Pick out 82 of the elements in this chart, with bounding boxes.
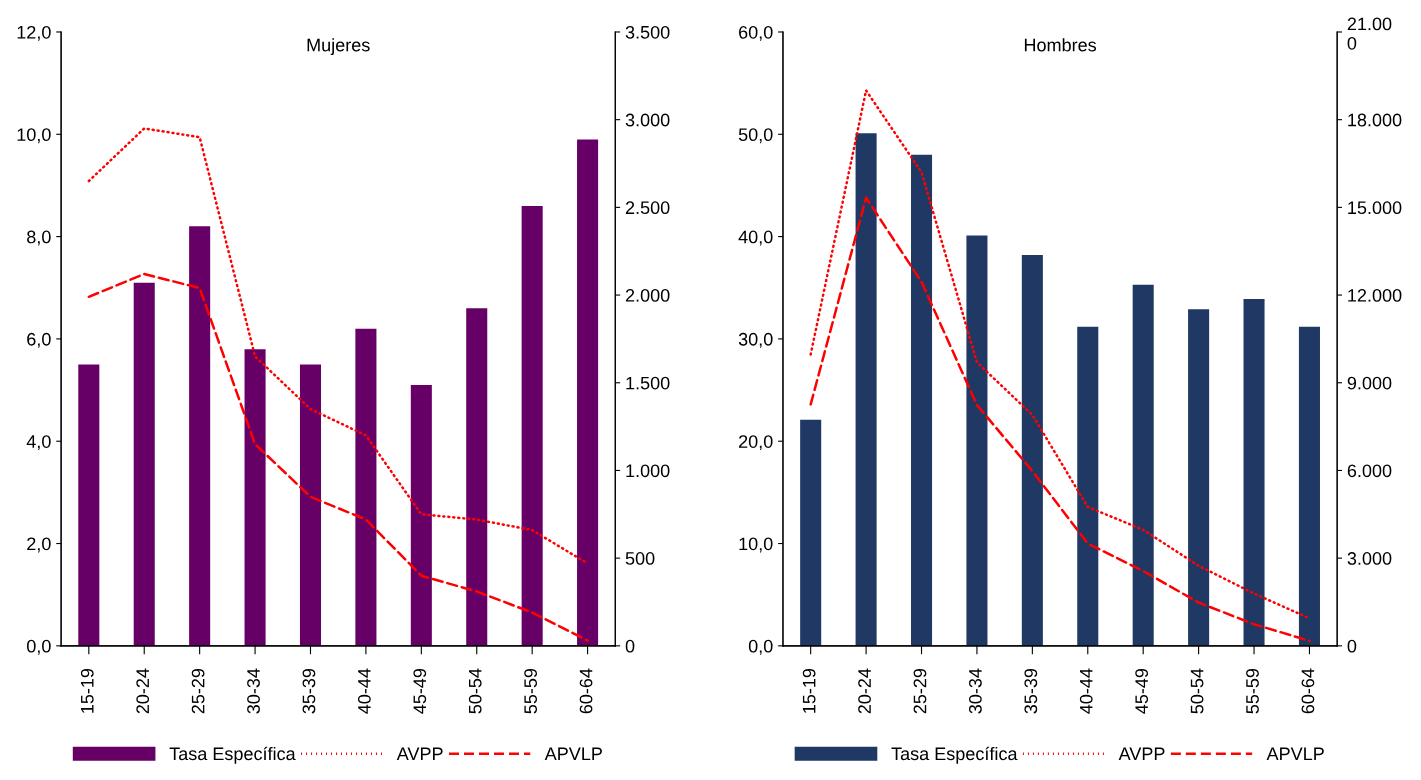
bar (855, 133, 877, 646)
y2-tick-label: 9.000 (1347, 376, 1392, 390)
bar (521, 205, 543, 646)
bar (355, 328, 377, 646)
y2-tick-label: 3.500 (625, 25, 670, 39)
bar (966, 235, 988, 646)
y2-tick-label: 12.000 (1348, 289, 1402, 302)
y-tick-label: 20,0 (739, 435, 773, 451)
x-tick-label: 35-39 (302, 668, 316, 714)
y2-tick-label: 3.000 (625, 113, 670, 127)
bar (410, 384, 432, 646)
bar (1188, 309, 1210, 646)
bar (466, 308, 488, 646)
x-tick-label: 15-19 (802, 668, 816, 713)
bar (1132, 284, 1154, 646)
bar (299, 364, 322, 646)
x-tick-label: 55-59 (1246, 668, 1259, 714)
line-series (809, 89, 1311, 620)
y2-tick-label: 3.000 (1347, 552, 1392, 565)
y-tick-label: 40,0 (738, 230, 773, 246)
y2-tick-label: 15.000 (1348, 201, 1402, 215)
x-tick-label: 30-34 (247, 668, 260, 714)
x-tick-label: 50-54 (468, 668, 482, 714)
x-tick-label: 40-44 (357, 668, 371, 714)
y-tick-label: 10,0 (17, 128, 51, 144)
bar (189, 226, 211, 646)
chart-title: Hombres (1024, 38, 1097, 52)
x-tick-label: 50-54 (1190, 668, 1204, 714)
bar (78, 364, 100, 646)
y2-tick-label: 1.500 (626, 376, 670, 390)
bar (1243, 299, 1265, 646)
bar (577, 139, 599, 646)
bar (244, 349, 266, 646)
y-tick-label: 12,0 (17, 25, 51, 41)
legend-label: AVPP (1118, 747, 1165, 760)
x-tick-label: 60-64 (579, 668, 593, 714)
bar (800, 419, 822, 646)
legend-label: AVPP (396, 747, 443, 760)
y2-tick-label: 0 (1347, 639, 1357, 653)
y2-tick-label: 0 (625, 639, 635, 653)
line-series (809, 196, 1311, 643)
y-tick-label: 8,0 (27, 230, 51, 246)
chart-title: Mujeres (307, 38, 370, 56)
bar (1021, 255, 1043, 646)
y-tick-label: 60,0 (739, 25, 773, 41)
x-tick-label: 45-49 (1135, 668, 1149, 714)
x-tick-label: 25-29 (913, 668, 927, 714)
bar (133, 282, 155, 646)
x-tick-label: 25-29 (191, 668, 205, 714)
y2-tick-label: 2.500 (625, 201, 670, 215)
x-tick-label: 40-44 (1079, 668, 1093, 714)
x-tick-label: 60-64 (1301, 668, 1315, 714)
legend-label: APVLP (544, 747, 602, 760)
legend-label: Tasa Específica (169, 746, 296, 764)
line-series (87, 127, 589, 565)
x-tick-label: 20-24 (858, 668, 871, 714)
y2-tick-label: 1.000 (626, 464, 670, 478)
y2-tick-label: 21.00 0 (1347, 17, 1392, 50)
y-tick-label: 50,0 (738, 128, 773, 144)
bar (1298, 326, 1320, 646)
y-tick-label: 2,0 (27, 537, 51, 553)
y-tick-label: 10,0 (739, 537, 773, 553)
y-tick-label: 4,0 (26, 435, 51, 451)
x-tick-label: 20-24 (136, 668, 150, 714)
y2-tick-label: 2.000 (625, 289, 670, 302)
y2-tick-label: 18.000 (1348, 113, 1402, 127)
y-tick-label: 0,0 (26, 639, 51, 655)
y-tick-label: 30,0 (738, 332, 773, 348)
x-tick-label: 45-49 (413, 668, 427, 714)
y-tick-label: 0,0 (748, 639, 773, 655)
bar (910, 154, 933, 646)
line-series (87, 272, 589, 642)
bar (1077, 326, 1099, 646)
y-tick-label: 6,0 (27, 332, 51, 348)
y2-tick-label: 500 (625, 552, 655, 565)
x-tick-label: 35-39 (1024, 668, 1038, 714)
x-tick-label: 30-34 (969, 668, 982, 714)
x-tick-label: 55-59 (524, 668, 538, 714)
y2-tick-label: 6.000 (1347, 464, 1392, 478)
x-tick-label: 15-19 (80, 668, 94, 713)
legend-label: APVLP (1266, 747, 1324, 760)
legend-label: Tasa Específica (891, 746, 1018, 764)
